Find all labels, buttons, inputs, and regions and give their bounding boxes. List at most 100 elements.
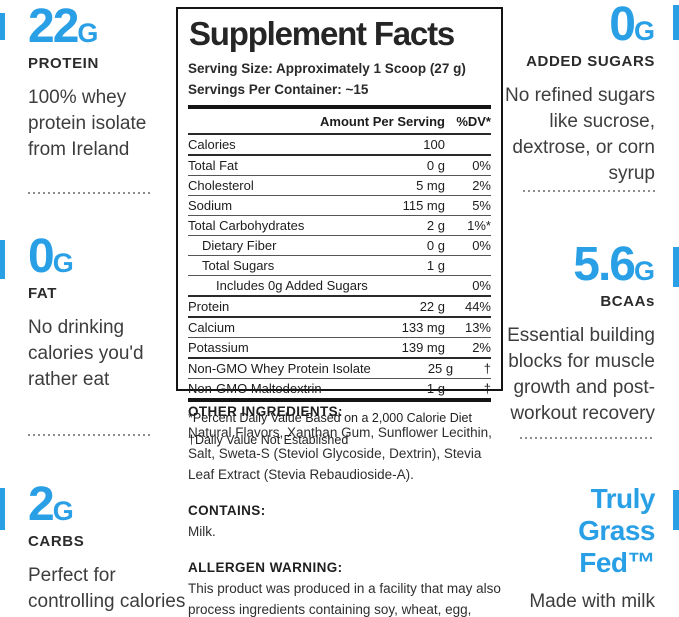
nutrient-dv: 0% bbox=[472, 158, 491, 174]
bcaas-label: BCAAs bbox=[600, 292, 655, 310]
nutrition-row: Cholesterol 5 mg 2% bbox=[188, 176, 491, 197]
nutrition-rows: Calories 100 Total Fat 0 g 0% Cholesterol 5 mg… bbox=[188, 135, 491, 398]
nutrition-row: Total Carbohydrates 2 g 1%* bbox=[188, 216, 491, 237]
stat-fat: 0G FAT No drinking calories you'd rather… bbox=[28, 230, 174, 393]
carbs-value: 2G bbox=[28, 478, 74, 531]
nutrient-dv: 13% bbox=[464, 320, 491, 336]
nutrition-row: Sodium 115 mg 5% bbox=[188, 196, 491, 217]
nutrient-name: Non-GMO Whey Protein Isolate bbox=[188, 361, 371, 377]
nutrient-name: Includes 0g Added Sugars bbox=[216, 278, 368, 294]
heavy-rule-top bbox=[188, 105, 491, 110]
carbs-label: CARBS bbox=[28, 532, 85, 550]
nutrient-amount: 115 mg bbox=[402, 198, 445, 214]
nutrient-name: Non-GMO Maltodextrin bbox=[188, 381, 322, 397]
nutrient-amount: 2 g bbox=[426, 218, 445, 234]
grass-fed-description: Made with milk from cows that spend at l… bbox=[529, 590, 655, 617]
edge-fragment-right-bottom bbox=[673, 490, 679, 530]
nutrient-amount: 100 bbox=[423, 137, 445, 153]
footnote-dagger: †Daily Value Not Established bbox=[188, 432, 349, 447]
grass-fed-title: Truly Grass Fed™ bbox=[578, 483, 655, 579]
nutrient-dv: 44% bbox=[464, 299, 491, 315]
allergen-warning-heading: ALLERGEN WARNING: bbox=[188, 559, 343, 575]
nutrient-name: Calcium bbox=[188, 320, 235, 336]
protein-label: PROTEIN bbox=[28, 54, 99, 72]
dotted-divider bbox=[28, 192, 150, 194]
nutrient-name: Total Fat bbox=[188, 158, 238, 174]
column-percent-dv: %DV* bbox=[456, 114, 491, 130]
bcaas-value: 5.6G bbox=[573, 238, 655, 291]
stat-protein: 22G PROTEIN 100% whey protein isolate fr… bbox=[28, 3, 168, 163]
nutrition-row: Dietary Fiber 0 g 0% bbox=[188, 236, 491, 257]
stat-added-sugars: 0G ADDED SUGARS No refined sugars like s… bbox=[493, 0, 655, 187]
added-sugars-description: No refined sugars like sucrose, dextrose… bbox=[505, 84, 655, 185]
edge-fragment-left-mid bbox=[0, 240, 5, 279]
nutrient-name: Dietary Fiber bbox=[202, 238, 277, 254]
nutrient-name: Potassium bbox=[188, 340, 249, 356]
nutrient-dv: 5% bbox=[472, 198, 491, 214]
column-amount-per-serving: Amount Per Serving bbox=[320, 114, 445, 130]
other-ingredients-body: Natural Flavors, Xanthan Gum, Sunflower … bbox=[188, 425, 492, 482]
servings-per-container: Servings Per Container: ~15 bbox=[188, 81, 369, 97]
stat-grass-fed: Truly Grass Fed™ Made with milk from cow… bbox=[487, 483, 655, 617]
allergen-warning-body: This product was produced in a facility … bbox=[188, 580, 501, 617]
fat-label: FAT bbox=[28, 284, 58, 302]
nutrient-dv: 2% bbox=[472, 340, 491, 356]
nutrient-name: Protein bbox=[188, 299, 230, 315]
nutrient-dv: 2% bbox=[472, 178, 491, 194]
edge-fragment-left-top bbox=[0, 13, 5, 40]
contains-heading: CONTAINS: bbox=[188, 502, 266, 518]
dotted-divider bbox=[520, 437, 655, 439]
heavy-rule-bottom bbox=[188, 398, 491, 403]
nutrition-row: Calcium 133 mg 13% bbox=[188, 318, 491, 339]
nutrition-row: Potassium 139 mg 2% bbox=[188, 338, 491, 360]
nutrition-row: Non-GMO Maltodextrin 1 g † bbox=[188, 379, 491, 398]
dotted-divider bbox=[28, 434, 150, 436]
added-sugars-value: 0G bbox=[609, 0, 655, 51]
nutrition-row: Protein 22 g 44% bbox=[188, 297, 491, 319]
other-ingredients-heading: OTHER INGREDIENTS: bbox=[188, 404, 343, 419]
nutrient-amount: 0 g bbox=[426, 158, 445, 174]
nutrient-dv: 0% bbox=[472, 278, 491, 294]
footnote-dv: *Percent Daily Value Based on a 2,000 Ca… bbox=[188, 411, 472, 426]
nutrition-row: Total Sugars 1 g bbox=[188, 256, 491, 277]
nutrient-name: Calories bbox=[188, 137, 236, 153]
nutrient-dv: 0% bbox=[472, 238, 491, 254]
bcaas-description: Essential building blocks for muscle gro… bbox=[507, 324, 655, 425]
nutrition-row: Non-GMO Whey Protein Isolate 25 g † bbox=[188, 359, 491, 380]
stat-carbs: 2G CARBS Perfect for controlling calorie… bbox=[28, 478, 200, 617]
panel-title: Supplement Facts bbox=[189, 15, 455, 52]
nutrition-row: Total Fat 0 g 0% bbox=[188, 156, 491, 177]
nutrient-amount: 25 g bbox=[427, 361, 454, 377]
ingredients-section: OTHER INGREDIENTS: Natural Flavors, Xant… bbox=[188, 404, 510, 617]
nutrient-amount: 139 mg bbox=[401, 340, 445, 356]
edge-fragment-right-top bbox=[673, 5, 679, 40]
protein-description: 100% whey protein isolate from Ireland bbox=[28, 86, 147, 161]
stat-bcaas: 5.6G BCAAs Essential building blocks for… bbox=[483, 238, 655, 427]
supplement-facts-panel: Supplement Facts Serving Size: Approxima… bbox=[176, 7, 503, 447]
footnotes: *Percent Daily Value Based on a 2,000 Ca… bbox=[188, 402, 491, 451]
nutrient-name: Total Sugars bbox=[202, 258, 275, 274]
added-sugars-label: ADDED SUGARS bbox=[526, 52, 655, 70]
fat-description: No drinking calories you'd rather eat bbox=[28, 316, 144, 391]
nutrient-dv: † bbox=[483, 381, 491, 397]
nutrition-row: Calories 100 bbox=[188, 135, 491, 157]
dotted-divider bbox=[523, 190, 655, 192]
table-header: Amount Per Serving %DV* bbox=[188, 109, 491, 136]
nutrient-dv: † bbox=[483, 361, 491, 377]
nutrient-amount: 5 mg bbox=[416, 178, 445, 194]
fat-value: 0G bbox=[28, 230, 74, 283]
nutrition-row: Includes 0g Added Sugars 0% bbox=[188, 276, 491, 298]
nutrient-name: Sodium bbox=[188, 198, 233, 214]
edge-fragment-left-bottom bbox=[0, 488, 5, 530]
contains-body: Milk. bbox=[188, 523, 216, 539]
nutrient-amount: 133 mg bbox=[401, 320, 445, 336]
nutrient-name: Cholesterol bbox=[188, 178, 254, 194]
carbs-description: Perfect for controlling calories and car… bbox=[28, 564, 186, 612]
nutrient-amount: 1 g bbox=[426, 381, 445, 397]
nutrient-dv: 1%* bbox=[467, 218, 491, 234]
edge-fragment-right-mid bbox=[673, 247, 679, 287]
serving-size: Serving Size: Approximately 1 Scoop (27 … bbox=[188, 60, 466, 76]
nutrient-amount: 1 g bbox=[426, 258, 445, 274]
nutrient-name: Total Carbohydrates bbox=[188, 218, 305, 234]
